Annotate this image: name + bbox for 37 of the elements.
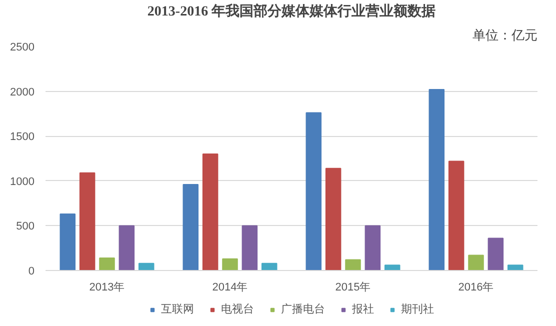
text: 单位：亿元 (472, 28, 538, 42)
y-tick-label: 500 (16, 220, 35, 233)
bar (222, 258, 238, 270)
x-tick-label: 2014年 (212, 282, 248, 294)
bar (468, 254, 484, 270)
bar (488, 238, 504, 270)
y-tick-label: 1500 (10, 131, 35, 144)
legend-label: 广播电台 (281, 302, 325, 316)
legend-label: 期刊社 (401, 302, 434, 316)
bar (345, 259, 361, 270)
bar (507, 264, 524, 270)
bar (138, 262, 154, 270)
y-tick-label: 2500 (10, 42, 35, 54)
bar (118, 225, 135, 270)
legend-label: 互联网 (161, 302, 194, 316)
legend-label: 报社 (352, 302, 374, 316)
bar (242, 225, 258, 270)
x-tick-label: 2013年 (89, 282, 125, 294)
x-tick-label: 2015年 (335, 282, 371, 294)
bar (364, 225, 381, 270)
bar (448, 160, 464, 270)
bar (99, 257, 115, 270)
bar (261, 262, 278, 270)
bar (384, 264, 400, 270)
bar (60, 214, 76, 270)
y-tick-label: 0 (28, 266, 35, 278)
bar (325, 168, 342, 270)
legend-label: 电视台 (221, 302, 254, 316)
y-tick-label: 2000 (10, 86, 35, 98)
bar (306, 112, 322, 270)
chart-title: 2013-2016 年我国部分媒体媒体行业营业额数据 (147, 2, 436, 20)
y-tick-label: 1000 (10, 176, 35, 188)
x-tick-label: 2016年 (458, 282, 494, 294)
bar (79, 172, 96, 270)
bar (202, 154, 218, 270)
bar (428, 89, 445, 270)
bar (182, 184, 199, 270)
